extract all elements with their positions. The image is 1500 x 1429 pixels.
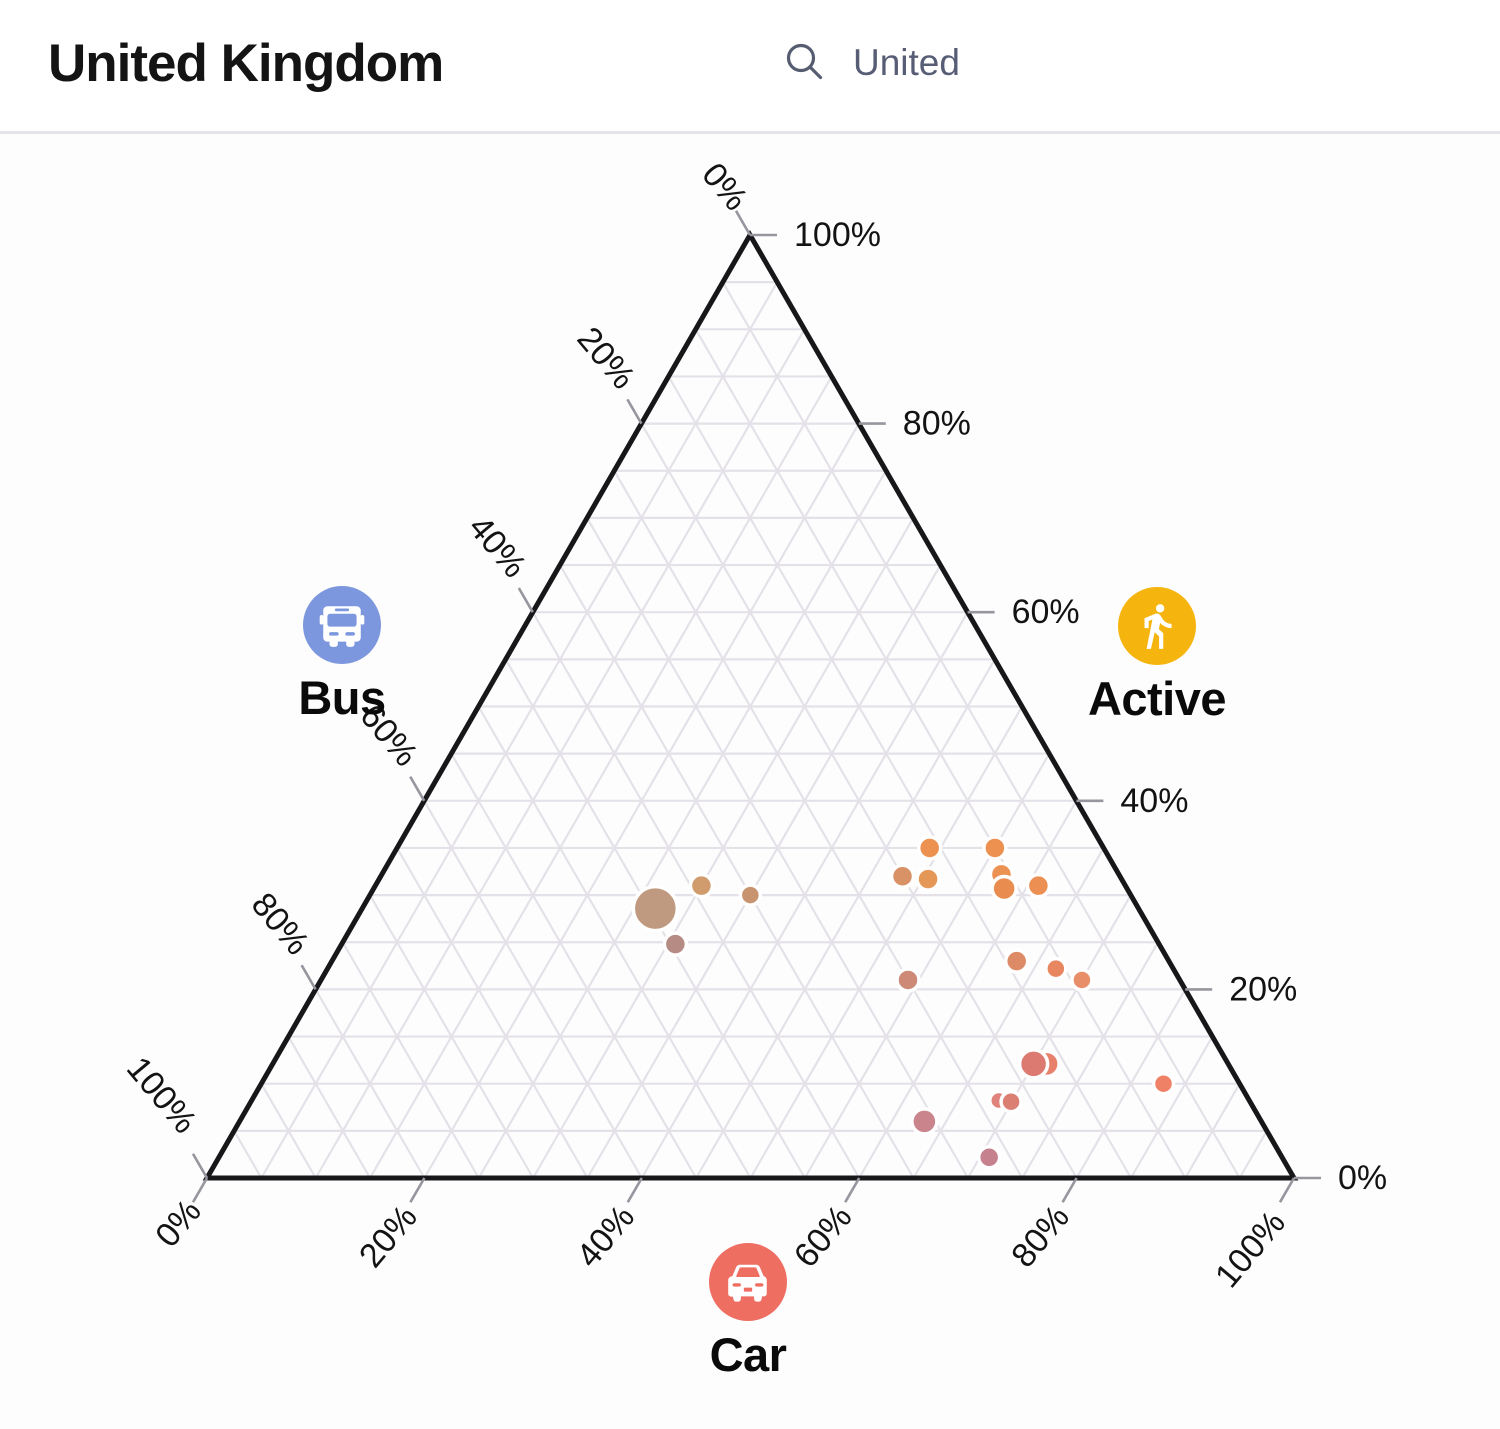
search-bar[interactable] [783, 40, 1275, 86]
grid-line [287, 1036, 372, 1179]
tick-mark [734, 210, 752, 236]
tick-mark [1278, 1177, 1296, 1203]
tick-mark [517, 587, 534, 613]
data-point[interactable] [990, 874, 1018, 903]
tick-label: 100% [119, 1050, 204, 1141]
tick-label: 100% [794, 216, 881, 254]
grid-line [858, 800, 1078, 1179]
triangle-edges [202, 229, 1299, 1181]
grid-line [314, 988, 426, 1179]
grid-line [695, 658, 996, 1179]
triangle-outline [202, 229, 1299, 1181]
tick-label: 0% [148, 1192, 209, 1254]
data-point[interactable] [916, 835, 943, 861]
grid-line [586, 564, 942, 1179]
grid-line [260, 1083, 317, 1179]
tick-label: 80% [244, 886, 317, 963]
grid-line [613, 470, 1024, 1179]
tick-mark [191, 1153, 209, 1179]
tick-mark [300, 964, 317, 991]
data-point[interactable] [915, 866, 941, 892]
bus-icon [303, 586, 381, 664]
data-point[interactable] [738, 883, 763, 907]
data-point[interactable] [1003, 948, 1030, 974]
axis-label-active: Active [1087, 672, 1227, 725]
tick-label: 80% [1004, 1198, 1077, 1275]
search-icon [786, 43, 823, 80]
tick-label: 100% [1208, 1204, 1293, 1295]
tick-label: 20% [352, 1198, 425, 1275]
grid-line [1075, 988, 1187, 1179]
data-point[interactable] [889, 863, 916, 889]
tick-mark [626, 398, 643, 425]
axis-active: Active [1047, 587, 1267, 726]
data-point[interactable] [910, 1107, 939, 1136]
grid-line [558, 564, 915, 1179]
data-point[interactable] [631, 884, 680, 933]
axis-bus: Bus [232, 586, 452, 725]
tick-label: 0% [694, 156, 755, 218]
data-point[interactable] [1151, 1071, 1176, 1096]
grid-line [1238, 1130, 1268, 1179]
tick-mark [191, 1177, 209, 1203]
grid-line [423, 800, 643, 1179]
grid-line [233, 1130, 263, 1179]
grid-line [477, 470, 887, 1179]
car-icon [709, 1243, 787, 1321]
grid-lines [233, 281, 1268, 1179]
data-point[interactable] [895, 967, 921, 993]
tick-label: 40% [1120, 782, 1188, 820]
data-point[interactable] [1017, 1048, 1050, 1080]
grid-line [1021, 941, 1159, 1179]
data-points [631, 835, 1176, 1170]
tick-label: 60% [1012, 593, 1080, 631]
grid-line [260, 281, 779, 1179]
grid-line [912, 847, 1105, 1179]
tick-label: 80% [903, 405, 971, 443]
data-point[interactable] [688, 872, 715, 899]
walking-person-icon [1118, 587, 1196, 665]
grid-line [341, 941, 480, 1179]
grid-line [477, 705, 752, 1179]
axis-ticks [191, 210, 1321, 1203]
data-point[interactable] [1070, 968, 1094, 992]
data-point[interactable] [976, 1145, 1002, 1170]
tick-mark [409, 1177, 426, 1203]
grid-line [721, 281, 1241, 1179]
search-input[interactable] [851, 41, 1275, 85]
tick-mark [409, 775, 426, 802]
axis-label-car: Car [709, 1328, 787, 1381]
tick-mark [844, 1177, 861, 1203]
grid-line [396, 847, 589, 1179]
grid-line [368, 894, 535, 1179]
tick-label: 20% [570, 320, 643, 397]
tick-label: 40% [461, 509, 534, 586]
page-title: United Kingdom [48, 34, 444, 93]
grid-line [1129, 1036, 1214, 1179]
tick-mark [1061, 1177, 1078, 1203]
tick-label: 40% [569, 1198, 642, 1275]
grid-line [966, 894, 1132, 1179]
grid-line [667, 375, 1132, 1179]
header: United Kingdom [0, 0, 1500, 134]
tick-label: 20% [1229, 970, 1297, 1008]
data-point[interactable] [982, 835, 1008, 861]
grid-line [803, 753, 1051, 1179]
grid-line [1184, 1083, 1241, 1179]
axis-label-bus: Bus [298, 671, 386, 724]
tick-label: 0% [1338, 1159, 1387, 1197]
data-point[interactable] [1044, 956, 1068, 981]
tick-mark [626, 1177, 643, 1203]
data-point[interactable] [1025, 872, 1052, 899]
grid-line [450, 753, 698, 1179]
grid-line [749, 705, 1023, 1179]
data-point[interactable] [662, 931, 689, 957]
axis-car: Car [638, 1243, 858, 1382]
grid-line [369, 375, 833, 1179]
data-point[interactable] [999, 1089, 1023, 1114]
